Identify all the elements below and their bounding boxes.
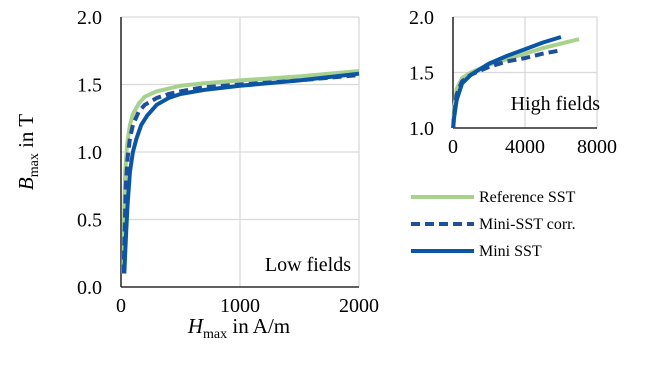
x-tick-label: 4000: [505, 136, 545, 158]
chart-panel-1: 0 1000 2000 0.0 0.5 1.0 1.5 2.0 Low fields Hmax i…: [14, 7, 379, 342]
x-tick-label: 2000: [339, 295, 379, 317]
x-tick-label: 1000: [220, 295, 260, 317]
x-axis-title: Hmax in A/m: [187, 314, 290, 342]
x-tick-label: 0: [116, 295, 126, 317]
panel-label: High fields: [511, 93, 601, 115]
legend-label: Mini-SST corr.: [479, 216, 576, 233]
series-line-reference-sst: [121, 69, 360, 274]
y-tick-label: 1.5: [409, 63, 434, 85]
y-tick-label: 1.0: [409, 118, 434, 140]
y-tick-label: 2.0: [409, 7, 434, 29]
panel-label: Low fields: [265, 254, 351, 276]
series-line-mini-sst: [451, 35, 562, 129]
x-tick-label: 0: [448, 136, 458, 158]
x-tick-label: 8000: [577, 136, 617, 158]
legend-label: Reference SST: [479, 189, 576, 206]
y-tick-label: 1.0: [77, 142, 102, 164]
series-line-mini-sst: [122, 71, 360, 274]
y-tick-label: 1.5: [77, 75, 102, 97]
series-line-mini-sst-corr-: [451, 48, 562, 129]
y-tick-label: 0.5: [77, 210, 102, 232]
y-axis-title: Bmax in T: [14, 114, 42, 190]
y-tick-label: 2.0: [77, 7, 102, 29]
legend: Reference SST Mini-SST corr. Mini SST: [411, 189, 576, 260]
legend-label: Mini SST: [479, 243, 542, 260]
y-tick-label: 0.0: [77, 277, 102, 299]
chart-panel-2: 0 4000 8000 1.0 1.5 2.0 High fields: [409, 7, 617, 158]
